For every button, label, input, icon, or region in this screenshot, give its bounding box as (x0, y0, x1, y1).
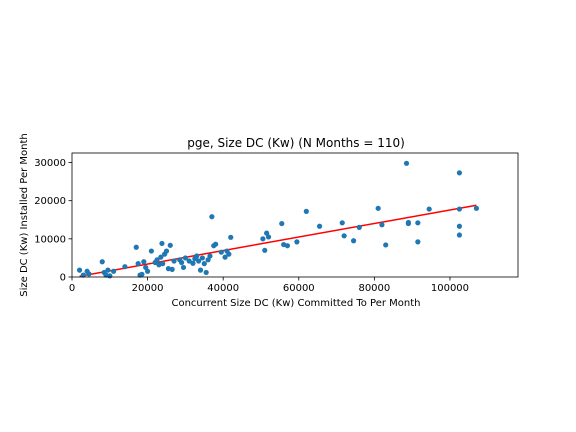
data-point-76 (426, 206, 432, 212)
data-point-39 (196, 258, 202, 264)
data-point-62 (303, 208, 309, 214)
data-point-3 (86, 271, 92, 277)
data-point-11 (133, 244, 139, 250)
data-point-12 (135, 261, 141, 267)
data-point-30 (171, 258, 177, 264)
data-point-55 (262, 247, 268, 253)
data-point-35 (186, 258, 192, 264)
data-point-58 (279, 220, 285, 227)
data-point-14 (139, 271, 145, 277)
data-point-18 (148, 248, 154, 254)
data-point-57 (265, 234, 272, 240)
points-group (76, 160, 480, 279)
data-point-34 (182, 255, 188, 261)
data-point-66 (350, 238, 357, 244)
data-point-53 (228, 234, 234, 240)
data-point-26 (163, 248, 170, 254)
data-point-28 (167, 242, 173, 248)
x-tick-label: 60000 (283, 283, 315, 294)
y-axis-ticks: 0 10000 20000 30000 (34, 158, 72, 284)
data-point-1 (80, 272, 86, 278)
data-point-50 (222, 254, 228, 260)
data-point-75 (415, 239, 421, 245)
data-point-43 (203, 269, 209, 276)
chart-title: pge, Size DC (Kw) (N Months = 110) (187, 136, 405, 150)
data-point-54 (260, 236, 266, 242)
x-tick-label: 40000 (207, 283, 239, 294)
data-point-32 (179, 259, 185, 266)
data-point-24 (160, 261, 166, 267)
x-axis-label: Concurrent Size DC (Kw) Committed To Per… (171, 298, 420, 309)
data-point-64 (339, 220, 345, 226)
data-point-81 (473, 205, 480, 211)
fit-line (79, 204, 477, 277)
data-point-52 (226, 251, 232, 257)
data-point-22 (158, 254, 164, 260)
data-point-33 (180, 264, 187, 271)
data-point-60 (284, 243, 291, 249)
y-tick-label: 30000 (34, 158, 66, 169)
data-point-42 (201, 261, 207, 267)
data-point-29 (169, 266, 175, 272)
data-point-46 (209, 214, 215, 220)
data-point-0 (76, 267, 83, 273)
data-point-71 (403, 160, 410, 166)
y-tick-label: 0 (60, 273, 66, 284)
data-point-69 (379, 222, 385, 228)
data-point-7 (105, 267, 111, 273)
data-point-41 (199, 255, 205, 261)
data-point-8 (107, 273, 113, 279)
data-point-17 (144, 268, 151, 274)
x-tick-label: 80000 (358, 283, 390, 294)
data-point-67 (356, 224, 362, 230)
data-point-78 (456, 206, 463, 212)
data-point-79 (456, 223, 463, 229)
y-tick-label: 20000 (34, 196, 66, 207)
data-point-10 (122, 264, 128, 270)
x-tick-label: 20000 (132, 283, 164, 294)
data-point-63 (316, 223, 323, 229)
data-point-23 (159, 240, 165, 247)
data-point-9 (110, 268, 117, 274)
data-point-70 (383, 242, 389, 248)
x-axis-ticks: 0 20000 40000 60000 80000 100000 (69, 277, 469, 294)
data-point-80 (456, 232, 463, 238)
data-point-73 (405, 219, 411, 226)
x-tick-label: 100000 (431, 283, 469, 294)
data-point-15 (141, 259, 147, 265)
fit-line-group (79, 204, 477, 277)
x-tick-label: 0 (69, 283, 75, 294)
data-point-49 (218, 249, 224, 255)
data-point-77 (456, 170, 463, 176)
plot-frame (71, 152, 519, 278)
data-point-20 (154, 257, 160, 263)
data-point-74 (415, 220, 421, 226)
data-point-36 (190, 260, 196, 266)
data-point-65 (341, 233, 347, 239)
data-point-38 (194, 253, 200, 259)
data-point-61 (294, 239, 300, 245)
data-point-40 (197, 267, 204, 273)
data-point-68 (375, 205, 381, 211)
y-tick-label: 10000 (34, 234, 66, 245)
data-point-48 (213, 241, 219, 247)
y-axis-label: Size DC (Kw) Installed Per Month (19, 133, 30, 297)
data-point-4 (99, 259, 105, 265)
data-point-45 (207, 253, 213, 259)
